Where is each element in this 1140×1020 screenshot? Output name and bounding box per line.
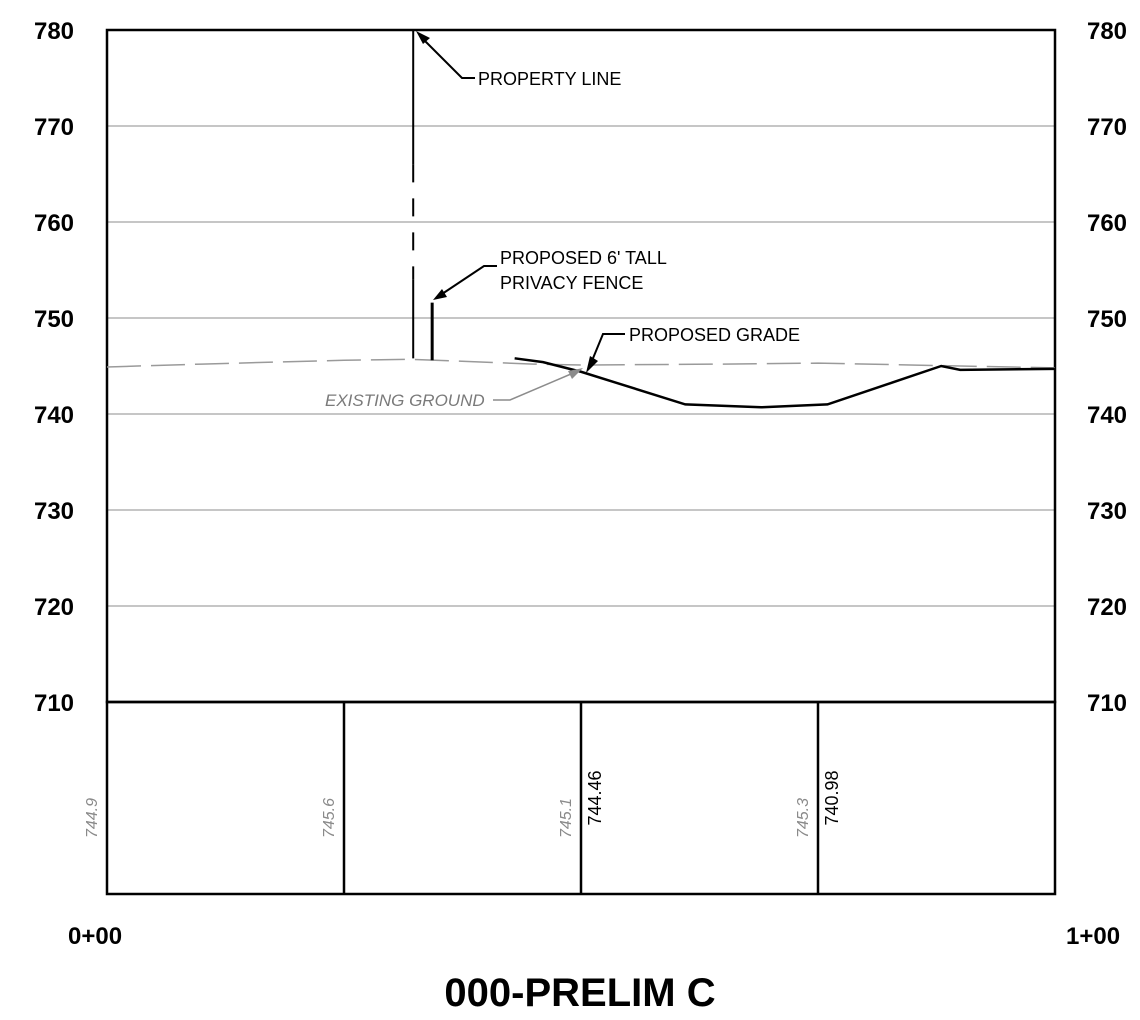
y-tick-label-left: 780	[34, 18, 74, 45]
y-tick-label-left: 720	[34, 594, 74, 621]
property-line-leader	[419, 35, 475, 79]
y-tick-label-right: 770	[1087, 114, 1127, 141]
existing-ground-leader	[493, 370, 579, 401]
y-tick-label-left: 750	[34, 306, 74, 333]
fence-label-line2: PRIVACY FENCE	[500, 273, 643, 293]
tick-labels: 780 780 770 770 760 760 750 750 740 740 730 730 720 7…	[34, 18, 1127, 950]
y-tick-label-left: 730	[34, 498, 74, 525]
fence-leader	[435, 265, 497, 299]
existing-elevation-label: 744.9	[84, 798, 101, 838]
proposed-grade-label: PROPOSED GRADE	[629, 325, 800, 345]
y-tick-label-left: 710	[34, 690, 74, 717]
y-tick-label-right: 740	[1087, 402, 1127, 429]
existing-elevation-label: 745.6	[321, 798, 338, 838]
proposed-grade-leader	[588, 333, 625, 369]
y-tick-label-right: 730	[1087, 498, 1127, 525]
proposed-grade-line	[514, 357, 1056, 409]
proposed-grade-arrow-icon	[586, 356, 598, 373]
existing-ground-arrow-icon	[568, 368, 583, 379]
plot-frame	[105, 28, 1057, 704]
y-tick-label-right: 760	[1087, 210, 1127, 237]
y-tick-label-left: 770	[34, 114, 74, 141]
existing-elevation-label: 745.3	[795, 798, 812, 838]
fence-arrow-icon	[433, 289, 447, 300]
y-tick-label-right: 750	[1087, 306, 1127, 333]
drawing-title: 000-PRELIM C	[444, 971, 715, 1015]
fence-label-line1: PROPOSED 6' TALL	[500, 248, 667, 268]
existing-elevation-label: 745.1	[558, 798, 575, 838]
y-tick-label-right: 710	[1087, 690, 1127, 717]
y-tick-label-right: 720	[1087, 594, 1127, 621]
x-tick-label: 0+00	[68, 923, 122, 950]
y-tick-label-right: 780	[1087, 18, 1127, 45]
property-line-label: PROPERTY LINE	[478, 69, 621, 89]
elevation-table: 744.9 745.6 745.1 745.3 744.46 740.98	[84, 700, 1057, 896]
profile-lines	[106, 30, 1056, 409]
proposed-elevation-label: 740.98	[822, 770, 842, 825]
existing-ground-line	[106, 358, 1056, 369]
x-tick-label: 1+00	[1066, 923, 1120, 950]
y-tick-label-left: 740	[34, 402, 74, 429]
proposed-elevation-label: 744.46	[585, 770, 605, 825]
y-tick-label-left: 760	[34, 210, 74, 237]
grid-layer	[105, 28, 1057, 704]
existing-ground-label: EXISTING GROUND	[325, 391, 485, 410]
property-line-arrow-icon	[416, 31, 430, 44]
